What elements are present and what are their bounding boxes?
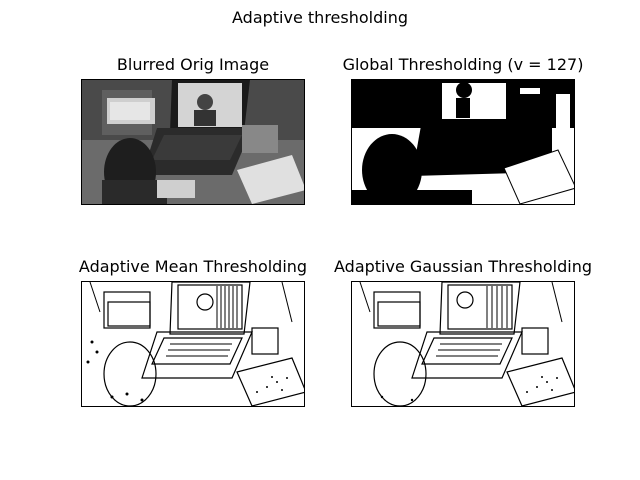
adaptive-gaussian-image [351,281,575,407]
panel-title-blurred: Blurred Orig Image [116,55,270,74]
panel-title-adaptive-gaussian: Adaptive Gaussian Thresholding [334,257,592,276]
panel-title-global: Global Thresholding (v = 127) [342,55,584,74]
adaptive-mean-image [81,281,305,407]
panel-title-adaptive-mean: Adaptive Mean Thresholding [78,257,308,276]
figure-suptitle: Adaptive thresholding [232,8,408,27]
global-threshold-image [351,79,575,205]
blurred-image [81,79,305,205]
